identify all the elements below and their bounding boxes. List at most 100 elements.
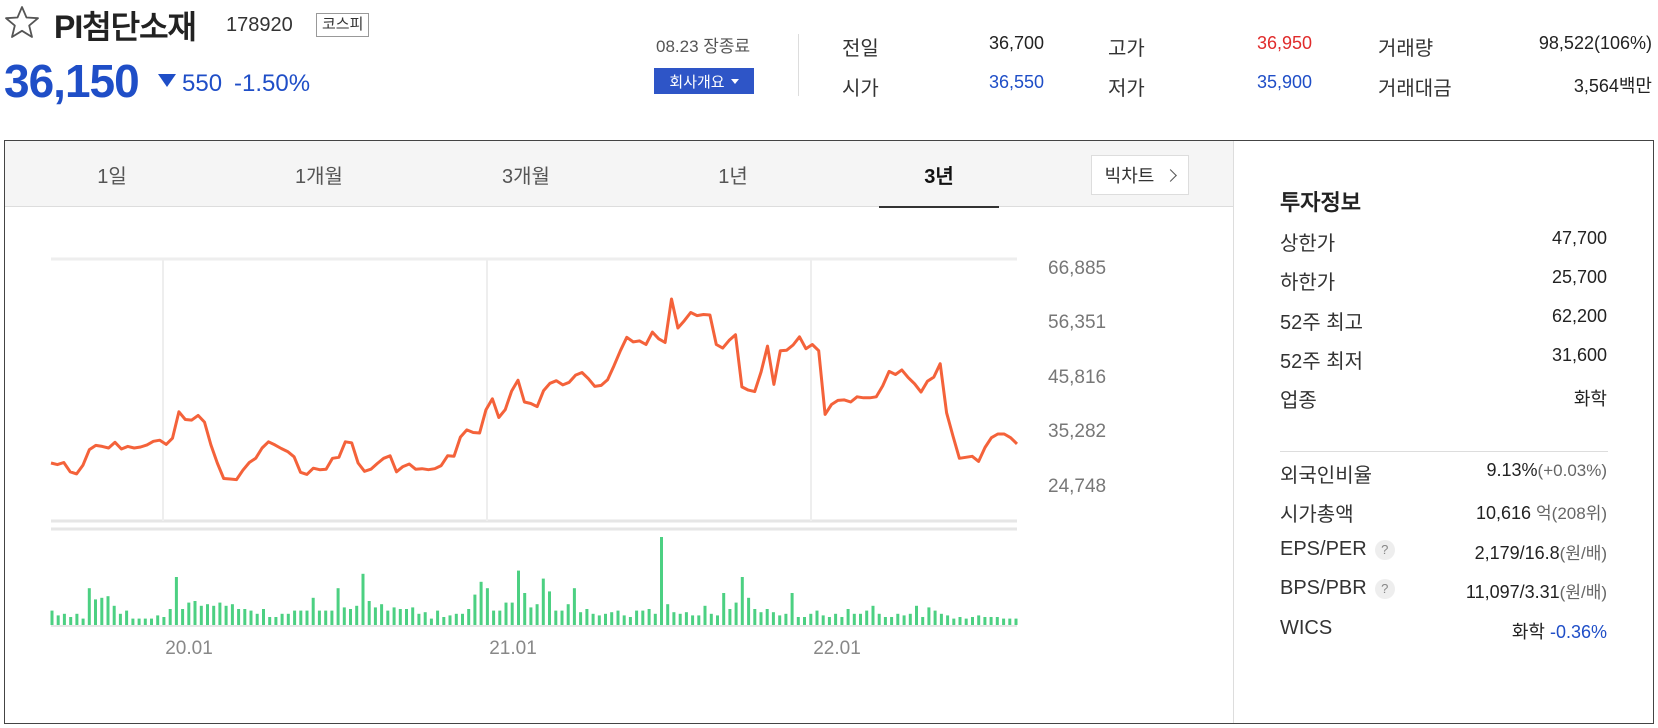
volume-bar	[548, 591, 551, 625]
tab-1month[interactable]: 1개월	[295, 165, 343, 188]
sector-value[interactable]: 화학	[1573, 389, 1607, 409]
volume-bar	[778, 615, 782, 625]
wics-change: -0.36%	[1549, 622, 1607, 642]
volume-bar	[442, 617, 446, 625]
volume-bar	[809, 613, 813, 625]
help-icon[interactable]: ?	[1374, 539, 1395, 560]
volume-bar	[342, 607, 346, 625]
y-tick-label: 24,748	[1048, 476, 1106, 497]
volume-bar	[635, 610, 639, 625]
stock-name: PI첨단소재	[54, 9, 197, 45]
tab-3year[interactable]: 3년	[879, 141, 999, 208]
volume-bar	[1008, 618, 1012, 625]
volume-bar	[243, 609, 247, 625]
volume-bar	[299, 610, 303, 625]
volume-bar	[977, 615, 981, 625]
volume-bar	[106, 596, 110, 625]
y-tick-label: 35,282	[1048, 421, 1106, 442]
volume-bar	[411, 607, 415, 625]
volume-bar	[305, 610, 309, 625]
volume-bar	[697, 615, 701, 625]
volume-bar	[293, 610, 297, 625]
eps-per-unit: (원/배)	[1559, 544, 1607, 563]
company-overview-label: 회사개요	[669, 73, 725, 91]
week52-high-label: 52주 최고	[1280, 312, 1364, 334]
volume-bar	[672, 612, 676, 625]
eps-per-text: EPS/PER	[1280, 538, 1367, 560]
help-icon[interactable]: ?	[1374, 578, 1395, 599]
volume-bar	[131, 618, 135, 625]
wics-sector[interactable]: 화학	[1511, 622, 1545, 642]
volume-bar	[927, 607, 931, 625]
volume-bar	[62, 613, 66, 625]
volume-bar	[622, 615, 626, 625]
volume-bar	[510, 602, 514, 625]
volume-bar	[859, 613, 862, 625]
tab-1year[interactable]: 1년	[718, 165, 748, 188]
volume-bar	[206, 604, 209, 625]
volume-bar	[81, 618, 85, 625]
bigchart-button[interactable]: 빅차트	[1091, 155, 1189, 195]
volume-bar	[653, 613, 657, 625]
foreign-ratio-change: (+0.03%)	[1537, 461, 1607, 480]
volume-bar	[628, 617, 632, 625]
volume-bar	[461, 613, 464, 625]
tab-1day[interactable]: 1일	[97, 165, 127, 188]
volume-bar	[504, 602, 508, 625]
volume-bar	[535, 604, 539, 625]
volume-bar	[703, 605, 707, 625]
volume-bar	[952, 618, 956, 625]
volume-bar	[852, 613, 856, 625]
volume-bar	[908, 613, 912, 625]
volume-bar	[572, 588, 576, 625]
volume-bar	[691, 615, 695, 625]
volume-bar	[330, 610, 334, 625]
volume-bar	[902, 615, 906, 625]
volume-bar	[324, 610, 328, 625]
volume-bar	[498, 610, 502, 625]
sector-label: 업종	[1280, 390, 1317, 412]
volume-bar	[784, 613, 788, 625]
volume-bar	[529, 607, 533, 625]
volume-bar	[87, 588, 91, 625]
volume-bar	[840, 617, 844, 625]
volume-bar	[280, 613, 284, 625]
volume-bar	[473, 594, 477, 625]
volume-bar	[616, 610, 620, 625]
bps-pbr-number: 11,097/3.31	[1465, 582, 1560, 602]
volume-bar	[168, 609, 172, 625]
lower-limit-value: 25,700	[1551, 267, 1607, 287]
volume-bar	[517, 570, 520, 625]
volume-bar	[485, 588, 489, 625]
wics-label: WICS	[1280, 617, 1333, 639]
trade-amount-label: 거래대금	[1378, 78, 1452, 100]
volume-bar	[479, 581, 483, 625]
volume-bar	[740, 577, 744, 625]
bps-pbr-text: BPS/PBR	[1280, 577, 1367, 599]
upper-limit-value: 47,700	[1551, 228, 1607, 248]
market-cap-number: 10,616	[1475, 503, 1532, 523]
volume-bar	[796, 617, 800, 625]
period-tab-bar: 1일 1개월 3개월 1년 3년 빅차트	[5, 141, 1233, 208]
volume-bar	[915, 605, 918, 625]
volume-bar	[604, 613, 607, 625]
volume-bar	[1002, 618, 1006, 625]
volume-bar	[143, 618, 147, 625]
volume-bar	[286, 613, 290, 625]
bps-pbr-label: BPS/PBR?	[1280, 577, 1395, 600]
volume-bar	[56, 615, 60, 625]
volume-bar	[156, 615, 160, 625]
x-tick-label: 22.01	[813, 638, 861, 659]
volume-bar	[118, 613, 122, 625]
price-line	[50, 297, 1019, 482]
chart-panel: 1일 1개월 3개월 1년 3년 빅차트 66,885 56,351 45,816 3…	[4, 140, 1654, 724]
volume-bar	[958, 617, 962, 625]
tab-3month[interactable]: 3개월	[502, 165, 550, 188]
bigchart-label: 빅차트	[1104, 166, 1155, 186]
favorite-star-icon[interactable]	[4, 4, 40, 40]
high-label: 고가	[1108, 38, 1145, 60]
volume-bar	[995, 617, 999, 625]
company-overview-button[interactable]: 회사개요	[654, 68, 754, 94]
foreign-ratio-number: 9.13%	[1486, 460, 1538, 480]
high-value: 36,950	[1256, 33, 1312, 53]
